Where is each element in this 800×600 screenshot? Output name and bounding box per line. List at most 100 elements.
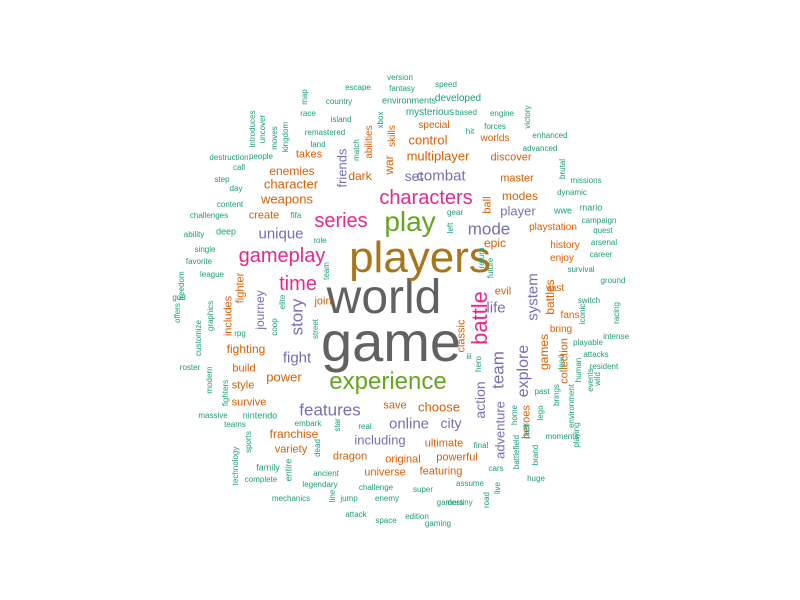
word-cloud-word: war — [382, 155, 396, 175]
word-cloud-word: action — [472, 381, 488, 419]
word-cloud-word: survival — [567, 265, 595, 274]
word-cloud-word: home — [510, 404, 519, 426]
word-cloud-word: dragon — [332, 450, 368, 463]
word-cloud-word: brand — [531, 444, 540, 466]
word-cloud-word: series — [314, 210, 368, 232]
word-cloud-word: brutal — [558, 158, 567, 180]
word-cloud-word: quest — [593, 226, 613, 235]
word-cloud-word: takes — [295, 148, 323, 161]
word-cloud-word: elite — [278, 294, 287, 310]
word-cloud-word: live — [493, 481, 502, 495]
word-cloud-word: dark — [348, 169, 372, 183]
word-cloud-word: fifa — [290, 211, 302, 220]
word-cloud-word: iii — [466, 352, 472, 361]
word-cloud-word: bring — [549, 324, 573, 335]
word-cloud-word: unique — [258, 225, 304, 243]
word-cloud-word: events — [586, 368, 595, 392]
word-cloud-word: gear — [446, 208, 464, 217]
word-cloud-word: playstation — [529, 222, 577, 233]
word-cloud-word: embark — [294, 419, 322, 428]
word-cloud-word: sports — [244, 431, 253, 453]
word-cloud-word: character — [263, 176, 319, 192]
word-cloud-word: ball — [481, 196, 494, 214]
word-cloud-word: dead — [313, 439, 322, 457]
word-cloud-word: customize — [194, 319, 203, 357]
word-cloud-word: future — [486, 257, 495, 279]
word-cloud-word: fighter — [234, 272, 247, 304]
word-cloud-word: legendary — [302, 480, 338, 489]
word-cloud-word: street — [311, 318, 320, 340]
word-cloud-word: wwe — [553, 205, 573, 216]
word-cloud-word: favorite — [185, 257, 213, 266]
word-cloud-word: introduces — [248, 110, 257, 148]
word-cloud-word: life — [486, 299, 506, 317]
word-cloud-word: set — [404, 168, 424, 184]
word-cloud-word: jump — [340, 494, 358, 503]
word-cloud-word: huge — [527, 474, 545, 483]
word-cloud-word: mysterious — [405, 107, 455, 118]
word-cloud-word: master — [500, 172, 534, 185]
word-cloud-word: speed — [435, 80, 457, 89]
word-cloud-word: nintendo — [242, 410, 278, 421]
word-cloud-word: system — [524, 273, 542, 321]
word-cloud-word: xbox — [376, 111, 385, 129]
word-cloud-word: challenges — [189, 211, 229, 220]
word-cloud-word: playable — [573, 338, 603, 347]
word-cloud-word: special — [418, 120, 450, 131]
word-cloud-word: save — [383, 399, 407, 412]
word-cloud-word: day — [229, 184, 243, 193]
word-cloud-word: star — [333, 418, 342, 432]
word-cloud-word: line — [328, 489, 337, 503]
word-cloud-word: rpg — [234, 329, 246, 338]
word-cloud-word: moments — [545, 432, 579, 441]
word-cloud-word: enemy — [374, 494, 400, 503]
word-cloud-word: multiplayer — [406, 148, 470, 164]
word-cloud-word: god — [172, 293, 186, 302]
word-cloud-word: map — [300, 89, 309, 105]
word-cloud-word: vast — [545, 283, 565, 294]
word-cloud-word: including — [354, 432, 406, 448]
word-cloud-word: people — [248, 152, 274, 161]
word-cloud-word: enemies — [269, 164, 315, 178]
word-cloud-word: ancient — [313, 469, 339, 478]
word-cloud-word: iconic — [578, 303, 587, 325]
word-cloud-word: brings — [552, 384, 561, 406]
word-cloud-word: version — [387, 73, 413, 82]
word-cloud-word: worlds — [480, 133, 510, 144]
word-cloud-word: epic — [483, 236, 507, 250]
word-cloud-word: offers — [173, 303, 182, 323]
word-cloud-word: kingdom — [281, 121, 290, 153]
word-cloud-word: modern — [205, 366, 214, 394]
word-cloud-word: hit — [465, 127, 475, 136]
word-cloud-word: match — [352, 139, 361, 161]
word-cloud-word: franchise — [269, 427, 319, 441]
word-cloud-word: land — [310, 140, 326, 149]
word-cloud-word: power — [266, 369, 302, 385]
word-cloud-word: developed — [434, 93, 482, 104]
word-cloud-word: based — [455, 108, 477, 117]
word-cloud-word: final — [473, 441, 489, 450]
word-cloud-word: original — [385, 453, 421, 466]
word-cloud-word: roster — [179, 363, 201, 372]
word-cloud-word: friends — [334, 148, 350, 188]
word-cloud-word: path — [522, 423, 531, 439]
word-cloud-word: deep — [215, 226, 237, 237]
word-cloud-word: fans — [560, 310, 580, 321]
word-cloud-word: human — [574, 357, 583, 383]
word-cloud-word: freedom — [177, 271, 186, 301]
word-cloud-word: gaming — [424, 519, 452, 528]
word-cloud-word: mario — [579, 202, 603, 213]
word-cloud-word: single — [194, 245, 216, 254]
word-cloud-word: journey — [253, 290, 267, 330]
word-cloud-word: destruction — [209, 153, 249, 162]
word-cloud-word: super — [412, 485, 434, 494]
word-cloud-word: gamers — [436, 498, 464, 507]
word-cloud-word: ground — [600, 276, 626, 285]
word-cloud-word: enjoy — [550, 253, 574, 264]
word-cloud-word: build — [232, 362, 256, 375]
word-cloud-word: role — [313, 236, 327, 245]
word-cloud-word: games — [537, 333, 551, 371]
word-cloud-word: world — [326, 271, 442, 324]
word-cloud-word: environments — [381, 95, 437, 106]
